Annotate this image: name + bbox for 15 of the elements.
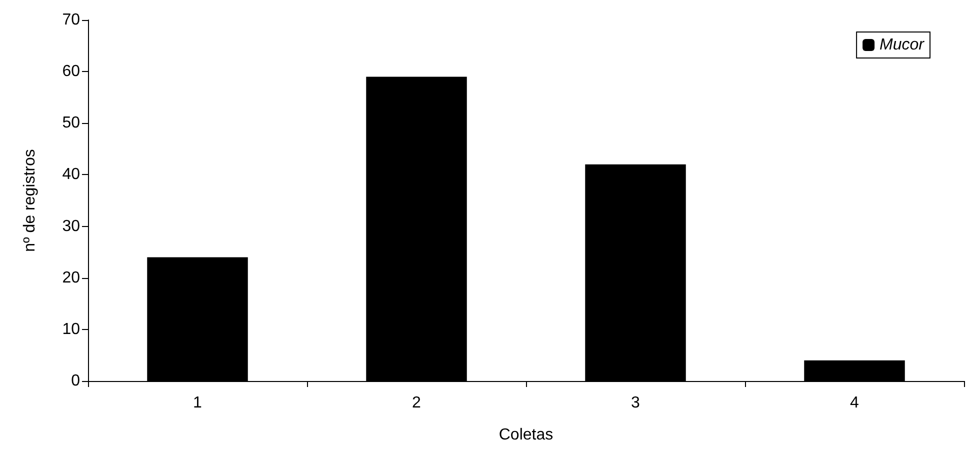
legend-label: Mucor bbox=[880, 36, 925, 54]
x-tick-label: 3 bbox=[631, 394, 640, 412]
y-tick-label: 60 bbox=[62, 63, 80, 80]
x-tick-label: 2 bbox=[412, 394, 422, 412]
y-tick-label: 10 bbox=[62, 320, 80, 338]
y-axis-title: nº de registros bbox=[22, 149, 38, 252]
x-tick-label: 4 bbox=[850, 394, 860, 412]
y-tick-label: 70 bbox=[62, 12, 80, 28]
y-tick-label: 50 bbox=[62, 114, 80, 132]
y-tick-label: 30 bbox=[62, 218, 80, 235]
y-tick-label: 0 bbox=[71, 372, 80, 390]
x-axis-title: Coletas bbox=[498, 426, 554, 444]
y-tick-label: 40 bbox=[62, 166, 80, 184]
y-tick-label: 20 bbox=[62, 269, 80, 286]
x-tick-label: 1 bbox=[193, 394, 202, 412]
